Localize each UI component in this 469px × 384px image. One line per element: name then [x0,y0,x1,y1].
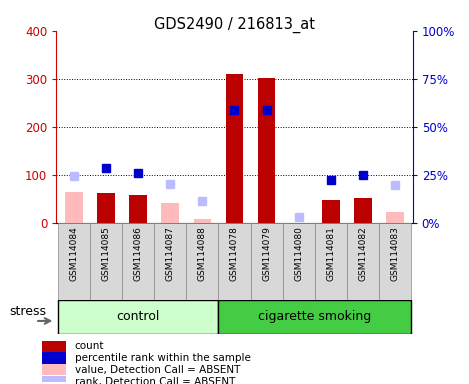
Bar [347,223,379,300]
Text: GSM114083: GSM114083 [391,227,400,281]
Bar [58,223,90,300]
Bar [122,223,154,300]
Text: GSM114085: GSM114085 [102,227,111,281]
Bar [65,192,83,223]
Bar [354,198,372,223]
Bar [186,223,219,300]
Text: GSM114080: GSM114080 [294,227,303,281]
Text: GSM114087: GSM114087 [166,227,175,281]
Bar [258,78,275,223]
Bar [42,364,67,376]
Bar [315,223,347,300]
Bar [42,341,67,352]
Text: GSM114079: GSM114079 [262,227,271,281]
Text: GSM114084: GSM114084 [69,227,78,281]
Bar [386,212,404,223]
Bar [219,300,411,334]
Bar [219,223,250,300]
Text: count: count [75,341,104,351]
Bar [194,219,211,223]
Text: GSM114078: GSM114078 [230,227,239,281]
Text: GSM114086: GSM114086 [134,227,143,281]
Text: rank, Detection Call = ABSENT: rank, Detection Call = ABSENT [75,377,235,384]
Text: value, Detection Call = ABSENT: value, Detection Call = ABSENT [75,365,240,375]
Bar [322,200,340,223]
Bar [250,223,283,300]
Text: GDS2490 / 216813_at: GDS2490 / 216813_at [154,17,315,33]
Bar [161,203,179,223]
Text: GSM114088: GSM114088 [198,227,207,281]
Bar [226,74,243,223]
Bar [97,193,115,223]
Bar [58,300,219,334]
Bar [154,223,186,300]
Text: percentile rank within the sample: percentile rank within the sample [75,353,250,363]
Bar [283,223,315,300]
Bar [129,195,147,223]
Text: cigarette smoking: cigarette smoking [258,310,371,323]
Text: stress: stress [9,305,46,318]
Bar [42,376,67,384]
Text: GSM114082: GSM114082 [358,227,367,281]
Bar [90,223,122,300]
Text: control: control [116,310,160,323]
Text: GSM114081: GSM114081 [326,227,335,281]
Bar [379,223,411,300]
Bar [42,353,67,364]
